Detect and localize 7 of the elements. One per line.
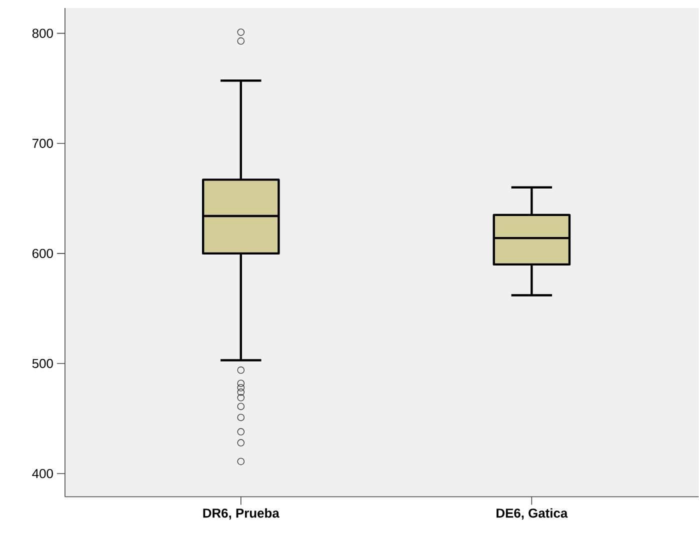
x-tick-label: DR6, Prueba bbox=[203, 508, 280, 520]
y-tick-label: 800 bbox=[32, 28, 53, 38]
y-tick-label: 500 bbox=[32, 359, 53, 368]
x-tick-label: DE6, Gatica bbox=[496, 508, 568, 520]
y-tick-label: 700 bbox=[32, 138, 53, 148]
y-tick-label: 400 bbox=[32, 469, 53, 478]
y-tick-label: 600 bbox=[32, 249, 53, 258]
